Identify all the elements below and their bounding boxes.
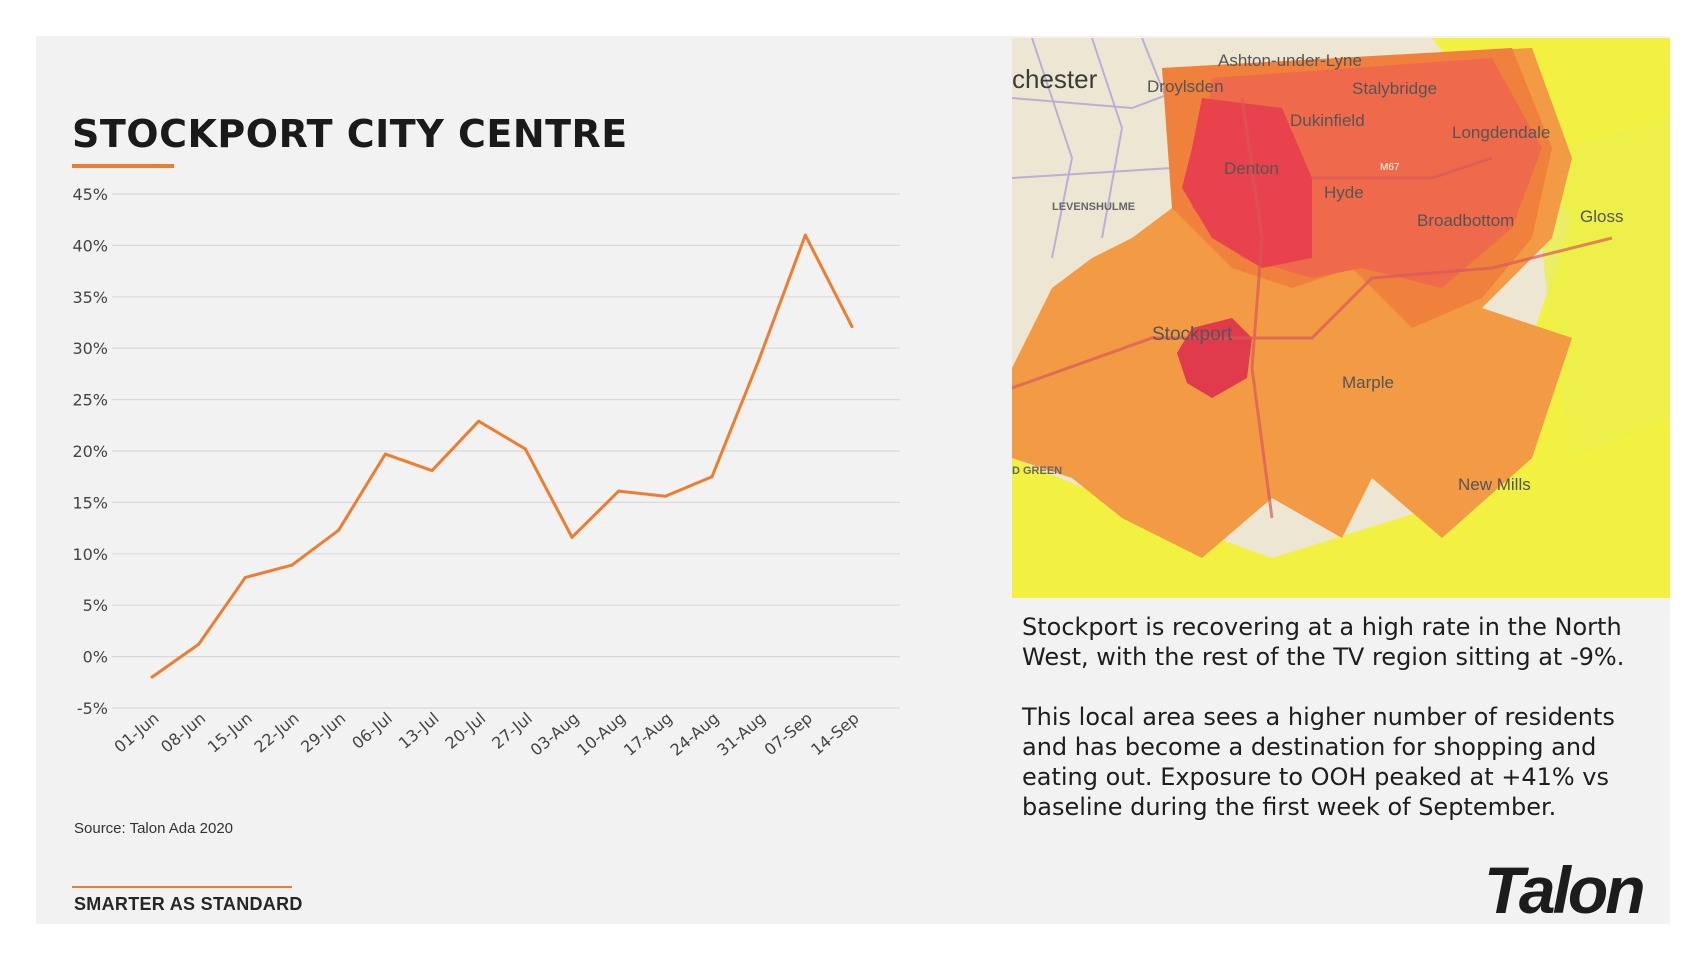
x-tick-label: 17-Aug <box>620 709 676 760</box>
data-point <box>757 359 761 363</box>
description-paragraph-1: Stockport is recovering at a high rate i… <box>1022 613 1625 671</box>
x-tick-label: 31-Aug <box>713 709 769 760</box>
slide: STOCKPORT CITY CENTRE 45% 40% 35% 30% 25% 20%… <box>36 36 1670 924</box>
data-point <box>383 452 387 456</box>
x-tick-label: 10-Aug <box>573 709 629 760</box>
heat-map: chester Droylsden Ashton-under-Lyne Stal… <box>1012 38 1670 598</box>
data-point <box>197 642 201 646</box>
map-label-longdendale: Longdendale <box>1452 123 1550 142</box>
map-label-marple: Marple <box>1342 373 1394 392</box>
data-point <box>570 535 574 539</box>
x-tick-label: 24-Aug <box>667 709 723 760</box>
x-tick-label: 08-Jun <box>157 709 209 757</box>
map-label-hyde: Hyde <box>1324 183 1364 202</box>
y-tick-label: -5% <box>77 699 108 718</box>
x-tick-label: 13-Jul <box>395 709 443 753</box>
x-tick-label: 07-Sep <box>761 709 816 760</box>
chart-gridlines <box>112 193 900 709</box>
x-tick-label: 15-Jun <box>204 709 256 757</box>
map-label-broadbottom: Broadbottom <box>1417 211 1514 230</box>
map-label-ashton: Ashton-under-Lyne <box>1218 51 1362 70</box>
data-point <box>477 419 481 423</box>
series-line <box>151 233 854 679</box>
data-point <box>337 528 341 532</box>
map-label-new-mills: New Mills <box>1458 475 1531 494</box>
y-tick-label: 25% <box>72 391 108 410</box>
data-point <box>243 575 247 579</box>
description: Stockport is recovering at a high rate i… <box>1022 612 1642 852</box>
source-note: Source: Talon Ada 2020 <box>74 820 234 837</box>
map-label-heald-green: D GREEN <box>1012 465 1062 477</box>
y-tick-label: 10% <box>72 545 108 564</box>
map-label-levenshulme: LEVENSHULME <box>1052 201 1135 213</box>
talon-logo: Talon <box>1484 853 1646 924</box>
data-point <box>663 494 667 498</box>
line-chart: 45% 40% 35% 30% 25% 20% 15% 10% 5% 0% -5% 01-Jun08… <box>72 185 900 760</box>
y-tick-label: 35% <box>72 288 108 307</box>
title-underline <box>72 164 174 168</box>
page-title: STOCKPORT CITY CENTRE <box>72 112 628 156</box>
x-tick-label: 06-Jul <box>348 709 396 753</box>
data-point <box>290 563 294 567</box>
map-label-droylsden: Droylsden <box>1147 77 1224 96</box>
map-label-m67: M67 <box>1380 162 1400 173</box>
data-point <box>710 475 714 479</box>
map-label-manchester: chester <box>1012 64 1098 94</box>
y-tick-label: 5% <box>83 596 108 615</box>
x-tick-label: 22-Jun <box>250 709 302 757</box>
y-tick-label: 0% <box>83 648 108 667</box>
y-tick-label: 40% <box>72 236 108 255</box>
y-tick-label: 45% <box>72 185 108 204</box>
data-point <box>430 469 434 473</box>
map-label-stalybridge: Stalybridge <box>1352 79 1437 98</box>
map-label-glossop: Gloss <box>1580 207 1623 226</box>
x-tick-label: 29-Jun <box>297 709 349 757</box>
data-point <box>850 325 854 329</box>
data-point <box>803 233 807 237</box>
map-label-denton: Denton <box>1224 159 1279 178</box>
data-point <box>617 489 621 493</box>
x-axis-tick-labels: 01-Jun08-Jun15-Jun22-Jun29-Jun06-Jul13-J… <box>110 709 862 760</box>
description-paragraph-2: This local area sees a higher number of … <box>1022 703 1615 821</box>
map-label-stockport: Stockport <box>1152 324 1233 345</box>
x-tick-label: 20-Jul <box>442 709 490 753</box>
x-tick-label: 03-Aug <box>527 709 583 760</box>
y-tick-label: 30% <box>72 339 108 358</box>
x-tick-label: 14-Sep <box>807 709 862 760</box>
tagline: SMARTER AS STANDARD <box>74 894 303 914</box>
y-tick-label: 15% <box>72 493 108 512</box>
map-label-dukinfield: Dukinfield <box>1290 111 1365 130</box>
data-point <box>150 675 154 679</box>
y-axis-tick-labels: 45% 40% 35% 30% 25% 20% 15% 10% 5% 0% -5% <box>72 185 108 718</box>
data-point <box>523 447 527 451</box>
y-tick-label: 20% <box>72 442 108 461</box>
x-tick-label: 01-Jun <box>110 709 162 757</box>
tagline-rule <box>72 886 292 888</box>
